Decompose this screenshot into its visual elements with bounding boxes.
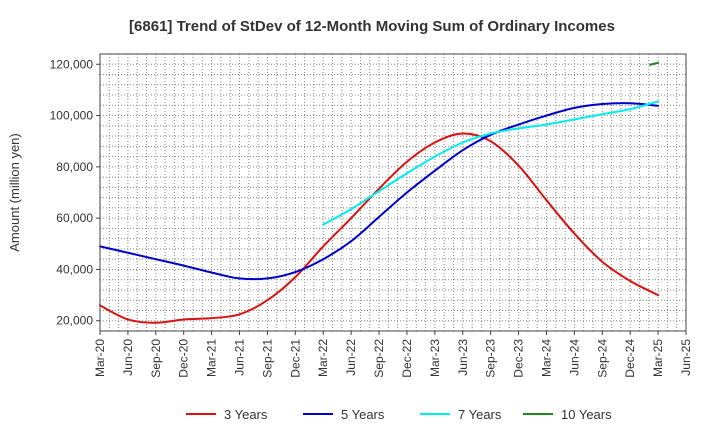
plot-background (100, 54, 686, 331)
y-tick-label: 20,000 (56, 314, 93, 328)
y-tick-label: 120,000 (50, 57, 94, 71)
x-tick-label: Mar-20 (93, 339, 107, 377)
x-tick-label: Sep-23 (484, 339, 498, 378)
y-tick-label: 60,000 (56, 211, 93, 225)
x-tick-label: Jun-25 (679, 339, 693, 376)
x-tick-label: Mar-21 (205, 339, 219, 377)
x-tick-label: Jun-24 (567, 339, 581, 376)
x-tick-label: Dec-21 (288, 339, 302, 378)
chart-title: [6861] Trend of StDev of 12-Month Moving… (129, 18, 615, 35)
series-line-7-years (322, 100, 660, 226)
legend-label: 7 Years (458, 407, 502, 422)
legend-label: 3 Years (224, 407, 268, 422)
plot-area: Mar-20 Jun-20 Sep-20 Dec-20 Mar-21 Jun-21 Sep-… (50, 53, 693, 378)
y-tick-label: 80,000 (56, 160, 93, 174)
legend-label: 10 Years (561, 407, 612, 422)
y-axis: 20,000 40,000 60,000 80,000 100,000 120,000 (50, 57, 100, 328)
series-line-3-years (99, 132, 660, 324)
x-tick-label: Dec-22 (400, 339, 414, 378)
x-tick-label: Mar-23 (428, 339, 442, 377)
x-tick-label: Jun-23 (456, 339, 470, 376)
x-tick-label: Dec-24 (623, 339, 637, 378)
x-tick-label: Mar-22 (316, 339, 330, 377)
x-tick-label: Jun-20 (121, 339, 135, 376)
x-tick-label: Jun-21 (233, 339, 247, 376)
plot-border (99, 53, 687, 332)
x-tick-label: Mar-24 (539, 339, 553, 377)
y-tick-label: 40,000 (56, 262, 93, 276)
x-tick-label: Sep-20 (149, 339, 163, 378)
x-tick-label: Sep-21 (260, 339, 274, 378)
legend: 3 Years 5 Years 7 Years 10 Years (186, 407, 612, 422)
y-axis-label: Amount (million yen) (7, 133, 22, 252)
x-tick-label: Sep-22 (372, 339, 386, 378)
series-line-10-years (649, 61, 660, 66)
x-tick-label: Dec-23 (512, 339, 526, 378)
series-line-5-years (99, 102, 660, 281)
x-axis: Mar-20 Jun-20 Sep-20 Dec-20 Mar-21 Jun-21 Sep-… (93, 331, 693, 378)
x-tick-label: Dec-20 (177, 339, 191, 378)
y-tick-label: 100,000 (50, 109, 94, 123)
x-tick-label: Sep-24 (595, 339, 609, 378)
legend-label: 5 Years (341, 407, 385, 422)
series-lines (99, 61, 660, 324)
x-tick-label: Mar-25 (651, 339, 665, 377)
x-tick-label: Jun-22 (344, 339, 358, 376)
